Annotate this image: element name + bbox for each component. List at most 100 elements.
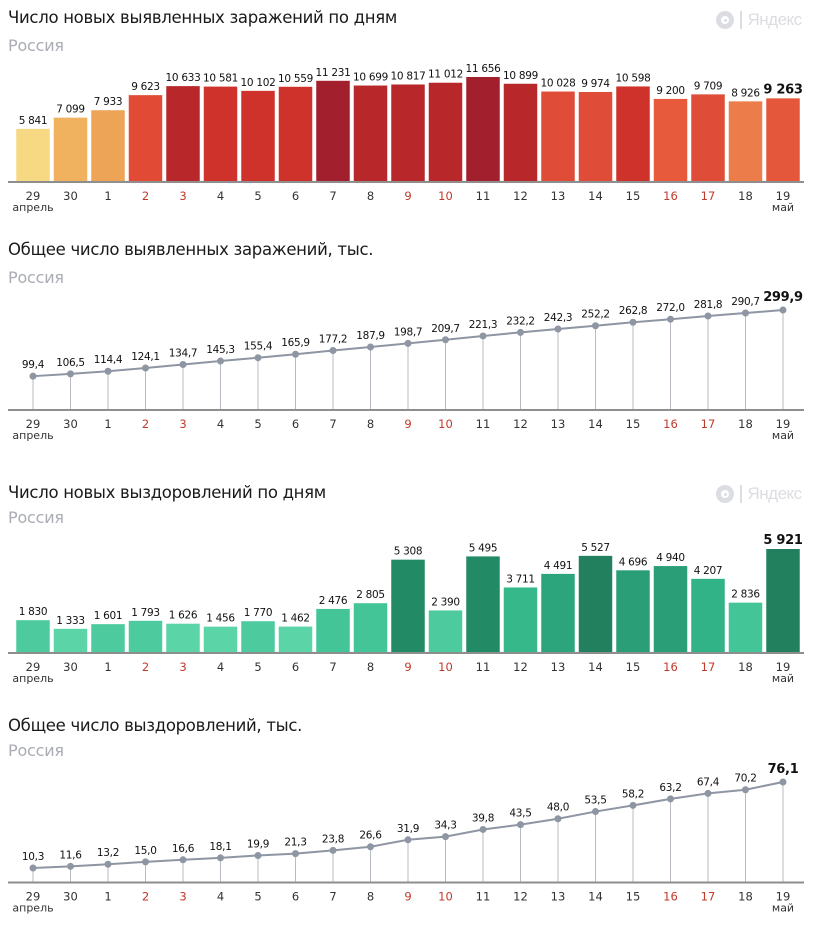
data-label: 70,2: [734, 773, 756, 785]
x-tick-label: 6: [292, 417, 299, 431]
bar: [616, 570, 650, 652]
data-label: 10 102: [241, 77, 276, 89]
data-point: [217, 854, 224, 862]
data-point: [179, 361, 187, 369]
bar: [166, 623, 200, 652]
data-point: [629, 801, 637, 809]
data-label: 10 598: [616, 72, 651, 84]
data-label: 5 527: [581, 542, 610, 554]
data-label: 106,5: [56, 357, 85, 369]
data-label: 48,0: [547, 802, 569, 814]
x-tick-label: 16: [663, 660, 678, 674]
x-tick-label: 15: [626, 189, 641, 203]
panel-total-cases: Общее число выявленных заражений, тыс. Р…: [0, 0, 832, 460]
data-point: [742, 309, 749, 317]
data-label: 10 633: [166, 72, 201, 84]
data-label: 10 559: [278, 73, 313, 85]
data-point: [142, 858, 149, 866]
x-tick-label: 3: [179, 417, 186, 431]
bar: [503, 83, 538, 181]
bar: [766, 98, 800, 181]
data-point: [479, 825, 487, 833]
logo-text: Яндекс: [747, 10, 803, 29]
x-tick-label: 17: [701, 890, 716, 904]
data-label: 11 231: [316, 67, 351, 79]
data-label: 13,2: [97, 847, 119, 859]
x-tick-label: 19: [776, 660, 791, 674]
data-point: [742, 786, 749, 794]
x-tick-label: 14: [588, 417, 603, 431]
data-label: 10 899: [503, 70, 538, 82]
data-label: 11 656: [466, 63, 502, 75]
data-label: 299,9: [763, 290, 803, 305]
x-tick-label: 11: [476, 660, 491, 674]
bar: [166, 86, 200, 181]
bar: [541, 573, 575, 652]
data-label: 9 200: [656, 85, 685, 97]
bar: [241, 621, 275, 652]
yandex-logo-icon: [716, 11, 734, 29]
data-point: [554, 325, 562, 333]
yandex-logo[interactable]: Яндекс: [716, 10, 802, 30]
x-tick-label: 15: [626, 417, 641, 431]
bar: [316, 80, 350, 181]
data-label: 281,8: [694, 299, 723, 311]
data-label: 58,2: [622, 788, 644, 800]
data-point: [329, 347, 337, 355]
bar: [391, 559, 425, 652]
data-point: [442, 336, 449, 344]
month-label: апрель: [12, 201, 53, 214]
data-label: 15,0: [134, 845, 156, 857]
data-label: 177,2: [319, 334, 348, 346]
x-tick-label: 15: [626, 890, 641, 904]
data-label: 187,9: [356, 330, 385, 342]
x-tick-label: 8: [367, 660, 374, 674]
data-point: [442, 833, 449, 841]
data-label: 10 028: [541, 78, 576, 90]
data-label: 134,7: [169, 348, 198, 360]
data-label: 16,6: [172, 843, 195, 855]
chart-title: Число новых выявленных заражений по дням: [8, 8, 398, 27]
data-label: 11 012: [428, 69, 463, 81]
bar: [53, 117, 88, 181]
data-label: 76,1: [768, 762, 799, 777]
data-label: 10,3: [22, 851, 44, 863]
x-tick-label: 15: [626, 660, 641, 674]
data-point: [667, 315, 674, 323]
data-label: 165,9: [281, 337, 310, 349]
data-label: 114,4: [94, 354, 123, 366]
data-point: [29, 864, 37, 872]
x-tick-label: 17: [701, 417, 716, 431]
data-label: 1 601: [94, 610, 123, 622]
data-label: 2 836: [731, 589, 760, 601]
data-label: 10 581: [203, 73, 238, 85]
data-label: 9 623: [131, 81, 160, 93]
x-tick-label: 19: [776, 890, 791, 904]
data-point: [629, 318, 637, 326]
data-label: 1 793: [131, 607, 160, 619]
data-label: 2 390: [431, 596, 460, 608]
data-label: 5 308: [394, 546, 423, 558]
bar: [16, 128, 50, 181]
data-point: [592, 322, 599, 330]
x-tick-label: 1: [104, 189, 111, 203]
bar: [353, 85, 388, 181]
x-tick-label: 5: [254, 660, 261, 674]
bar: [653, 566, 688, 652]
x-tick-label: 7: [329, 890, 336, 904]
data-label: 9 974: [581, 78, 610, 90]
x-tick-label: 2: [142, 417, 149, 431]
data-label: 242,3: [544, 312, 573, 324]
data-label: 3 711: [506, 573, 535, 585]
data-label: 31,9: [397, 823, 419, 835]
data-point: [329, 846, 337, 854]
data-label: 8 926: [731, 87, 760, 99]
data-point: [254, 851, 262, 859]
bar: [766, 549, 800, 652]
x-tick-label: 18: [738, 417, 753, 431]
data-point: [517, 328, 524, 336]
bar: [616, 86, 650, 181]
data-label: 5 921: [763, 533, 802, 548]
yandex-logo[interactable]: Яндекс: [716, 484, 802, 504]
x-tick-label: 14: [588, 890, 603, 904]
